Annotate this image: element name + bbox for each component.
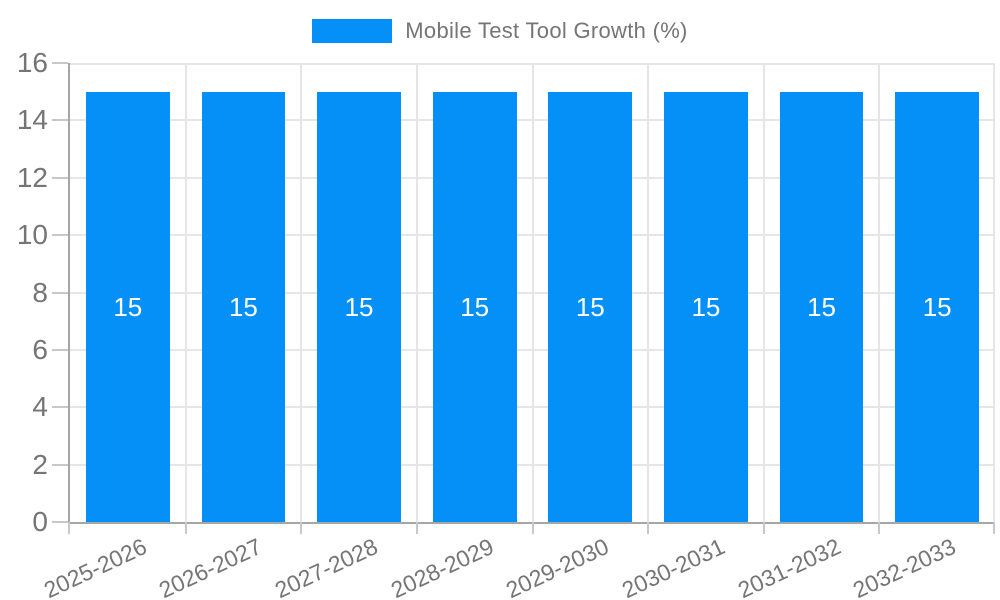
x-axis-tick xyxy=(68,522,70,534)
bar: 15 xyxy=(664,91,748,522)
x-axis-tick xyxy=(878,522,881,534)
x-axis-tick xyxy=(300,522,303,534)
x-axis-label: 2025-2026 xyxy=(39,533,151,600)
x-axis-label: 2032-2033 xyxy=(849,533,960,600)
x-axis-tick xyxy=(415,522,418,534)
bar: 15 xyxy=(548,91,633,522)
x-axis-label: 2029-2030 xyxy=(502,533,613,600)
y-axis-tick xyxy=(52,119,68,122)
y-axis-tick xyxy=(52,521,68,523)
gridline-vertical xyxy=(993,63,995,522)
y-axis-tick xyxy=(52,291,68,294)
y-axis-tick xyxy=(52,463,68,466)
bar: 15 xyxy=(317,91,401,522)
x-axis-label: 2031-2032 xyxy=(733,533,845,600)
x-axis-label: 2030-2031 xyxy=(617,533,729,600)
gridline-vertical xyxy=(762,63,765,522)
gridline-vertical xyxy=(878,63,881,522)
y-axis-label: 4 xyxy=(32,391,48,423)
y-axis-label: 12 xyxy=(16,161,48,193)
bar: 15 xyxy=(895,91,980,522)
bar-value-label: 15 xyxy=(228,291,258,322)
bar: 15 xyxy=(432,91,517,522)
y-axis-label: 2 xyxy=(32,448,48,480)
y-axis-tick xyxy=(52,348,68,351)
bar-value-label: 15 xyxy=(113,291,143,322)
bar-value-label: 15 xyxy=(922,291,952,322)
bar: 15 xyxy=(201,91,286,522)
bar: 15 xyxy=(779,91,864,522)
bar-value-label: 15 xyxy=(344,291,374,322)
x-axis-tick xyxy=(762,522,765,534)
y-axis-tick xyxy=(52,62,68,64)
x-axis-label: 2027-2028 xyxy=(270,533,382,600)
y-axis-label: 10 xyxy=(16,219,48,251)
bar-value-label: 15 xyxy=(460,291,490,322)
bar: 15 xyxy=(85,91,170,522)
legend-swatch xyxy=(312,19,393,43)
legend: Mobile Test Tool Growth (%) xyxy=(0,18,1000,44)
y-axis-tick xyxy=(52,406,68,409)
gridline-vertical xyxy=(531,63,534,522)
bar-value-label: 15 xyxy=(807,291,837,322)
x-axis-tick xyxy=(647,522,650,534)
gridline-vertical xyxy=(647,63,650,522)
bar-value-label: 15 xyxy=(691,291,721,322)
gridline-vertical xyxy=(300,63,303,522)
y-axis-label: 0 xyxy=(32,506,48,537)
y-axis-label: 6 xyxy=(32,333,48,365)
x-axis-tick xyxy=(531,522,534,534)
gridline-vertical xyxy=(415,63,418,522)
bar-value-label: 15 xyxy=(575,291,605,322)
x-axis-tick xyxy=(184,522,187,534)
x-axis-label: 2028-2029 xyxy=(386,533,498,600)
y-axis-label: 16 xyxy=(16,47,48,78)
y-axis-label: 14 xyxy=(16,104,48,136)
x-axis-label: 2026-2027 xyxy=(155,533,267,600)
y-axis-label: 8 xyxy=(32,276,48,308)
y-axis-tick xyxy=(52,176,68,179)
y-axis-tick xyxy=(52,234,68,237)
x-axis-tick xyxy=(993,522,995,534)
plot-area: 0 2 4 6 8 10 12 14 16 15 2025-2026 15 2026-2027 15 202… xyxy=(17,49,995,600)
legend-label: Mobile Test Tool Growth (%) xyxy=(405,18,688,43)
gridline-vertical xyxy=(184,63,187,522)
